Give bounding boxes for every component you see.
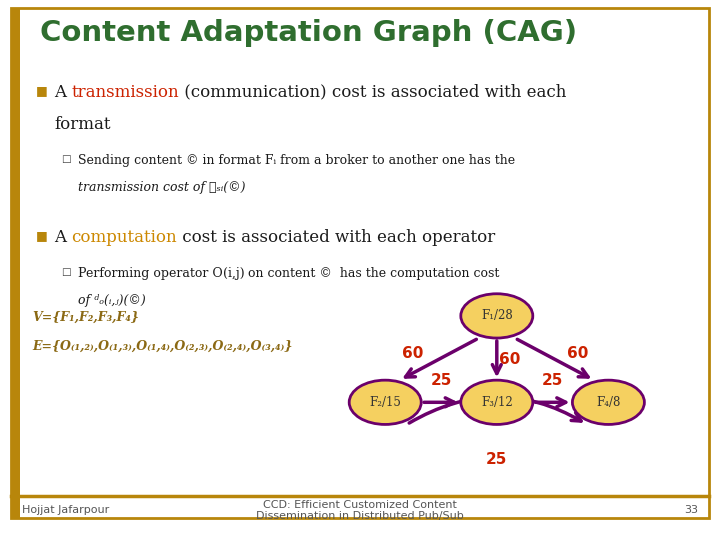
- Text: Content Adaptation Graph (CAG): Content Adaptation Graph (CAG): [40, 19, 577, 47]
- Text: on content ©  has the computation cost: on content © has the computation cost: [244, 267, 500, 280]
- Text: E={O₍₁,₂₎,O₍₁,₃₎,O₍₁,₄₎,O₍₂,₃₎,O₍₂,₄₎,O₍₃,₄₎}: E={O₍₁,₂₎,O₍₁,₃₎,O₍₁,₄₎,O₍₂,₃₎,O₍₂,₄₎,O₍…: [32, 340, 293, 353]
- Ellipse shape: [349, 380, 421, 424]
- Text: A: A: [54, 84, 71, 100]
- Text: ■: ■: [36, 230, 48, 242]
- Text: 60: 60: [499, 352, 521, 367]
- Text: transmission cost of 𝒯ₛᵢ(©): transmission cost of 𝒯ₛᵢ(©): [78, 181, 246, 194]
- Text: 60: 60: [402, 346, 423, 361]
- Text: ■: ■: [36, 84, 48, 97]
- Text: cost is associated with each operator: cost is associated with each operator: [177, 230, 495, 246]
- Text: (communication) cost is associated with each: (communication) cost is associated with …: [179, 84, 566, 100]
- Text: transmission: transmission: [71, 84, 179, 100]
- Text: V={F₁,F₂,F₃,F₄}: V={F₁,F₂,F₃,F₄}: [32, 310, 139, 323]
- Text: (i,j): (i,j): [222, 267, 244, 280]
- Text: Hojjat Jafarpour: Hojjat Jafarpour: [22, 505, 109, 515]
- Text: Performing operator O: Performing operator O: [78, 267, 222, 280]
- Ellipse shape: [461, 294, 533, 338]
- Text: 25: 25: [431, 373, 451, 388]
- Text: F₃/12: F₃/12: [481, 396, 513, 409]
- Text: format: format: [54, 116, 110, 133]
- Text: of ᵈₒ(ᵢ,ⱼ)(©): of ᵈₒ(ᵢ,ⱼ)(©): [78, 294, 145, 307]
- Text: CCD: Efficient Customized Content
Dissemination in Distributed Pub/Sub: CCD: Efficient Customized Content Dissem…: [256, 500, 464, 521]
- Text: 25: 25: [542, 373, 563, 388]
- Ellipse shape: [572, 380, 644, 424]
- Text: A: A: [54, 230, 71, 246]
- Text: F₄/8: F₄/8: [596, 396, 621, 409]
- Ellipse shape: [461, 380, 533, 424]
- Text: □: □: [61, 154, 71, 164]
- Text: F₁/28: F₁/28: [481, 309, 513, 322]
- Text: 60: 60: [567, 346, 588, 361]
- Text: 33: 33: [685, 505, 698, 515]
- Text: □: □: [61, 267, 71, 278]
- Text: F₂/15: F₂/15: [369, 396, 401, 409]
- Text: 25: 25: [486, 452, 508, 467]
- Text: computation: computation: [71, 230, 177, 246]
- Text: Sending content © in format Fᵢ from a broker to another one has the: Sending content © in format Fᵢ from a br…: [78, 154, 515, 167]
- FancyBboxPatch shape: [11, 8, 20, 518]
- FancyBboxPatch shape: [11, 8, 709, 518]
